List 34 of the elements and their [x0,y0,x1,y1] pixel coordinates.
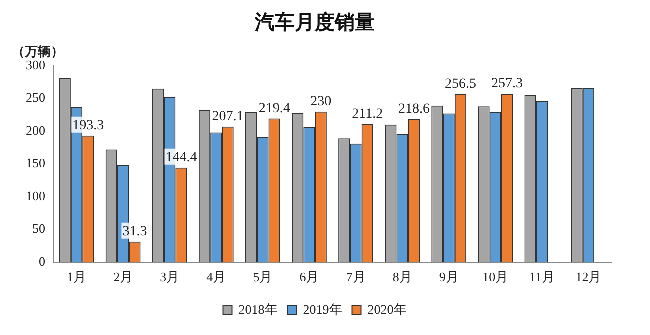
y-tick-label: 300 [26,57,46,72]
x-tick-label: 2月 [114,270,134,285]
y-tick-label: 250 [26,90,46,106]
x-tick-label: 6月 [300,270,320,285]
y-tick-label: 0 [39,254,46,269]
y-tick-label: 50 [32,221,46,236]
data-label: 219.4 [258,101,290,116]
legend-label: 2020年 [368,302,407,317]
y-tick-label: 150 [26,156,46,171]
x-tick-label: 5月 [253,270,273,285]
x-tick-label: 7月 [346,270,366,285]
x-tick-label: 1月 [67,270,87,285]
y-tick-label: 200 [26,122,46,138]
x-tick-label: 10月 [482,270,509,285]
x-tick-label: 3月 [160,270,180,285]
legend-label: 2019年 [303,302,342,317]
data-label: 144.4 [166,150,198,166]
chart-title: 汽车月度销量 [254,11,375,34]
data-label: 211.2 [352,106,384,122]
data-label: 230 [310,94,332,110]
data-label: 256.5 [444,77,476,92]
data-label: 207.1 [212,109,244,124]
data-label: 218.6 [398,102,430,117]
x-tick-label: 8月 [392,270,412,285]
x-tick-label: 12月 [576,270,602,285]
x-tick-label: 4月 [206,270,226,285]
y-axis-title: （万辆） [12,44,64,59]
x-tick-label: 9月 [439,270,459,285]
data-label: 31.3 [122,224,148,240]
x-tick-label: 11月 [529,270,555,285]
legend-label: 2018年 [238,302,278,317]
data-label: 193.3 [72,118,104,134]
y-tick-label: 100 [26,188,46,204]
data-label: 257.3 [492,76,524,92]
